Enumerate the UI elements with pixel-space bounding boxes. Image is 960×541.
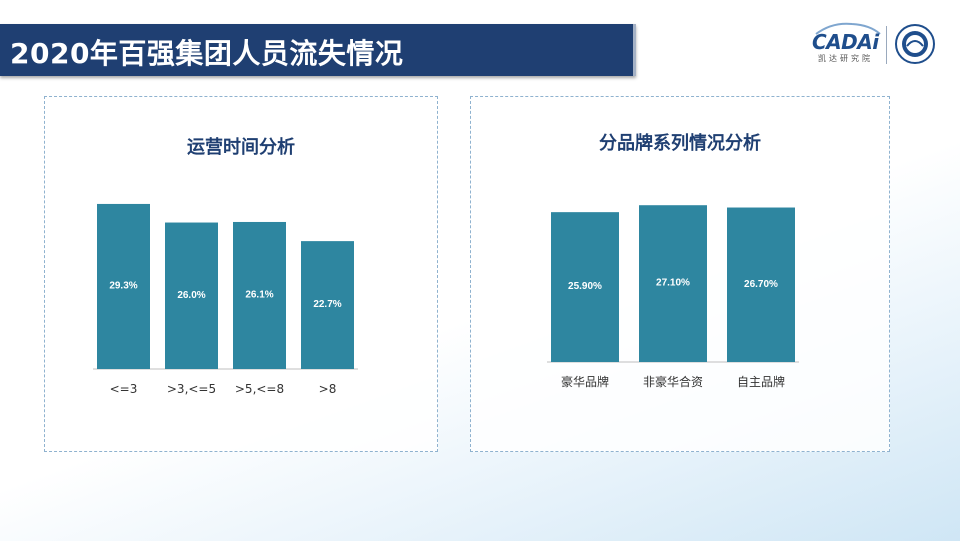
category-label: >5,<=8: [235, 382, 284, 396]
bar: [551, 212, 619, 362]
value-label: 29.3%: [109, 280, 137, 291]
bar: [727, 207, 795, 362]
value-label: 26.1%: [245, 289, 273, 300]
bar: [301, 241, 354, 369]
logo-divider: [886, 26, 887, 64]
bar: [97, 203, 150, 369]
operation-time-chart: 29.3% <=3 26.0% >3,<=5 26.1% >5,<=8 22.7% >8: [93, 203, 358, 396]
header-accent: [633, 24, 636, 76]
cadai-logo: CADAi 凯达研究院: [812, 22, 882, 66]
association-seal-icon: [895, 24, 935, 64]
category-label: 非豪华合资: [643, 374, 703, 389]
category-label: 自主品牌: [737, 375, 785, 389]
operation-time-panel: 运营时间分析 29.3% <=3 26.0% >3,<=5 26.1% >5,<=8 22.…: [44, 96, 438, 452]
value-label: 27.10%: [656, 278, 690, 289]
bar: [233, 221, 286, 369]
bar: [639, 205, 707, 362]
brand-series-panel: 分品牌系列情况分析 25.90% 豪华品牌 27.10% 非豪华合资 26.70% 自主品…: [470, 96, 890, 452]
category-label: 豪华品牌: [561, 374, 609, 389]
value-label: 26.0%: [177, 290, 205, 301]
page-title: 2020年百强集团人员流失情况: [10, 37, 404, 70]
header-bar: 2020年百强集团人员流失情况: [0, 24, 636, 76]
chart-title: 运营时间分析: [187, 137, 295, 158]
chart-title: 分品牌系列情况分析: [599, 133, 761, 154]
logo-subtitle: 凯达研究院: [818, 54, 873, 63]
value-label: 26.70%: [744, 279, 778, 290]
bar: [165, 222, 218, 369]
category-label: <=3: [110, 382, 138, 396]
value-label: 25.90%: [568, 281, 602, 292]
logo-name: CADAi: [812, 30, 879, 54]
category-label: >3,<=5: [167, 382, 216, 396]
value-label: 22.7%: [313, 299, 341, 310]
category-label: >8: [319, 382, 337, 396]
car-outline-icon: [815, 22, 881, 35]
brand-series-chart: 25.90% 豪华品牌 27.10% 非豪华合资 26.70% 自主品牌: [547, 205, 799, 389]
